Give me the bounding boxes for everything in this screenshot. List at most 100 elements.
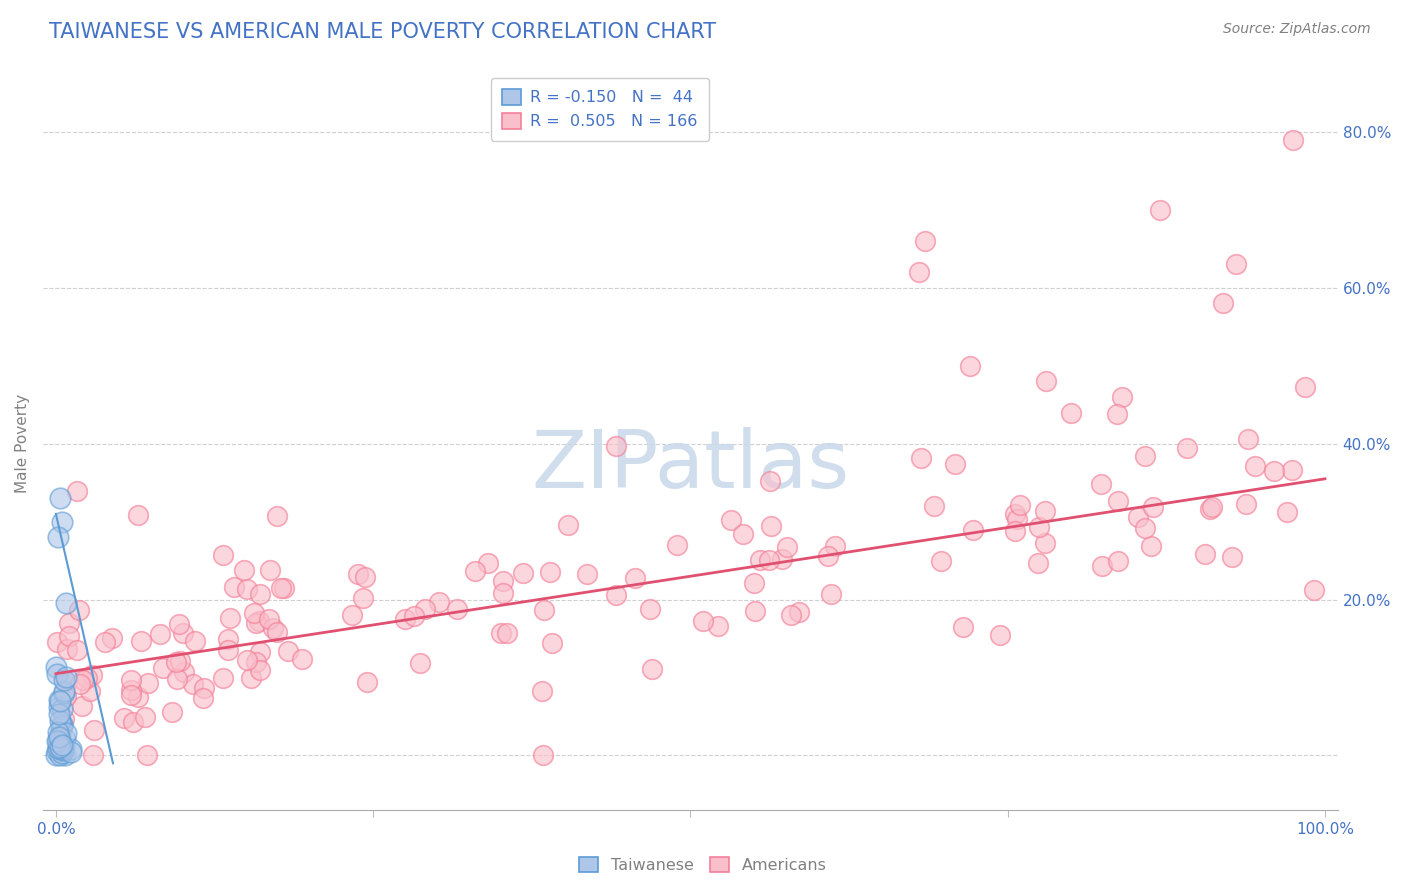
Point [232,563,254,577]
Point [55,596,77,610]
Point [257,612,280,626]
Text: TAIWANESE VS AMERICAN MALE POVERTY CORRELATION CHART: TAIWANESE VS AMERICAN MALE POVERTY CORRE… [49,22,716,42]
Point [184,634,207,648]
Point [1010,498,1032,512]
Point [72,698,94,713]
Point [538,565,561,579]
Point [48,730,70,744]
Point [138,675,160,690]
Point [945,457,967,471]
Point [245,615,267,630]
Point [742,576,765,591]
Point [749,553,772,567]
Point [266,508,288,523]
Point [931,554,953,568]
Point [49,741,72,756]
Point [1004,524,1026,538]
Point [169,654,191,668]
Point [262,621,284,635]
Point [243,606,266,620]
Point [772,551,794,566]
Point [53,731,76,746]
Point [641,661,664,675]
Point [129,633,152,648]
Point [1201,500,1223,514]
Point [744,604,766,618]
Point [222,580,245,594]
Point [1028,519,1050,533]
Point [48,693,70,707]
Point [249,663,271,677]
Legend: Taiwanese, Americans: Taiwanese, Americans [572,851,834,880]
Point [605,588,627,602]
Point [58,629,80,643]
Point [53,684,76,698]
Point [101,632,124,646]
Point [46,734,69,748]
Point [120,682,142,697]
Point [1060,406,1083,420]
Point [52,743,75,757]
Point [541,636,564,650]
Point [76,671,98,685]
Point [1107,554,1129,568]
Point [731,527,754,541]
Point [259,563,281,577]
Point [1090,477,1112,491]
Point [49,740,72,755]
Point [66,484,89,499]
Point [1263,464,1285,478]
Point [759,475,782,489]
Point [165,656,187,670]
Point [1281,463,1303,477]
Point [83,723,105,738]
Point [49,721,72,735]
Point [127,508,149,523]
Point [1026,556,1049,570]
Point [46,724,69,739]
Point [692,614,714,628]
Point [235,653,257,667]
Point [112,711,135,725]
Point [1236,497,1258,511]
Point [1225,258,1247,272]
Point [191,691,214,706]
Point [340,607,363,622]
Point [531,748,554,763]
Point [817,549,839,563]
Point [58,615,80,630]
Point [787,605,810,619]
Point [46,741,69,756]
Point [51,515,73,529]
Point [46,733,69,747]
Point [120,673,142,687]
Point [217,643,239,657]
Point [1033,504,1056,518]
Point [134,710,156,724]
Point [273,582,295,596]
Point [557,518,579,533]
Point [1004,507,1026,521]
Point [952,619,974,633]
Point [249,587,271,601]
Point [962,524,984,538]
Point [160,705,183,719]
Point [48,739,70,753]
Point [66,643,89,657]
Point [1220,550,1243,565]
Point [489,626,512,640]
Point [52,712,75,726]
Point [759,519,782,533]
Point [46,635,69,649]
Point [45,744,67,758]
Point [173,665,195,679]
Point [127,690,149,705]
Point [720,513,742,527]
Point [1149,202,1171,217]
Point [136,748,159,763]
Point [531,684,554,698]
Point [638,601,661,615]
Point [427,594,450,608]
Point [53,673,76,688]
Point [48,491,70,506]
